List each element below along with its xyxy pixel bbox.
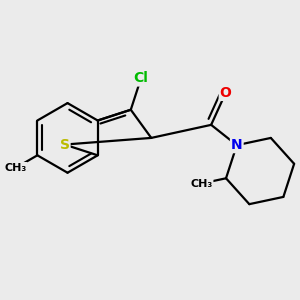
Text: CH₃: CH₃ bbox=[190, 178, 212, 188]
Text: S: S bbox=[60, 138, 70, 152]
Text: O: O bbox=[220, 86, 232, 100]
Text: N: N bbox=[231, 138, 243, 152]
Text: CH₃: CH₃ bbox=[4, 163, 27, 173]
Text: Cl: Cl bbox=[134, 71, 148, 85]
